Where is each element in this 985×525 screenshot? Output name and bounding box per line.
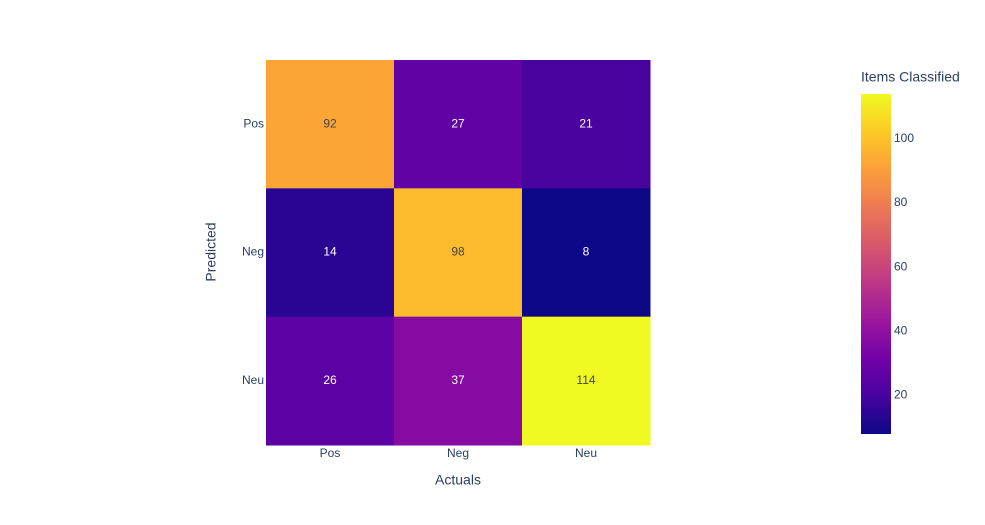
cell-value-label: 114 [576, 373, 595, 387]
heatmap-cell [266, 60, 395, 189]
cell-value-label: 21 [579, 116, 593, 130]
x-tick-label: Neu [575, 446, 597, 460]
heatmap-cell [266, 188, 395, 318]
heatmap-cell [394, 188, 523, 318]
x-tick-label: Pos [320, 446, 341, 460]
heatmap-cell [522, 60, 651, 189]
colorbar-tick-label: 100 [894, 131, 914, 145]
colorbar-tick-label: 80 [894, 195, 908, 209]
cell-value-label: 37 [451, 373, 465, 387]
cell-value-label: 14 [323, 245, 337, 259]
colorbar [861, 94, 891, 434]
heatmap-cell [522, 188, 651, 318]
y-tick-label: Neg [242, 245, 264, 259]
heatmap-cell [522, 316, 651, 446]
heatmap-cell [266, 316, 395, 446]
cell-value-label: 27 [451, 116, 465, 130]
cell-value-label: 26 [323, 373, 337, 387]
y-axis-title: Predicted [203, 222, 219, 281]
x-tick-label: Neg [447, 446, 469, 460]
cell-value-label: 92 [323, 116, 337, 130]
heatmap-cell [394, 316, 523, 446]
y-tick-label: Pos [243, 116, 264, 130]
x-axis-title: Actuals [435, 472, 481, 488]
colorbar-tick-label: 60 [894, 259, 908, 273]
cell-value-label: 8 [583, 245, 590, 259]
cell-value-label: 98 [451, 245, 465, 259]
colorbar-tick-label: 20 [894, 388, 908, 402]
y-tick-label: Neu [242, 373, 264, 387]
colorbar-title: Items Classified [861, 69, 960, 85]
heatmap-cell [394, 60, 523, 189]
colorbar-tick-label: 40 [894, 324, 908, 338]
